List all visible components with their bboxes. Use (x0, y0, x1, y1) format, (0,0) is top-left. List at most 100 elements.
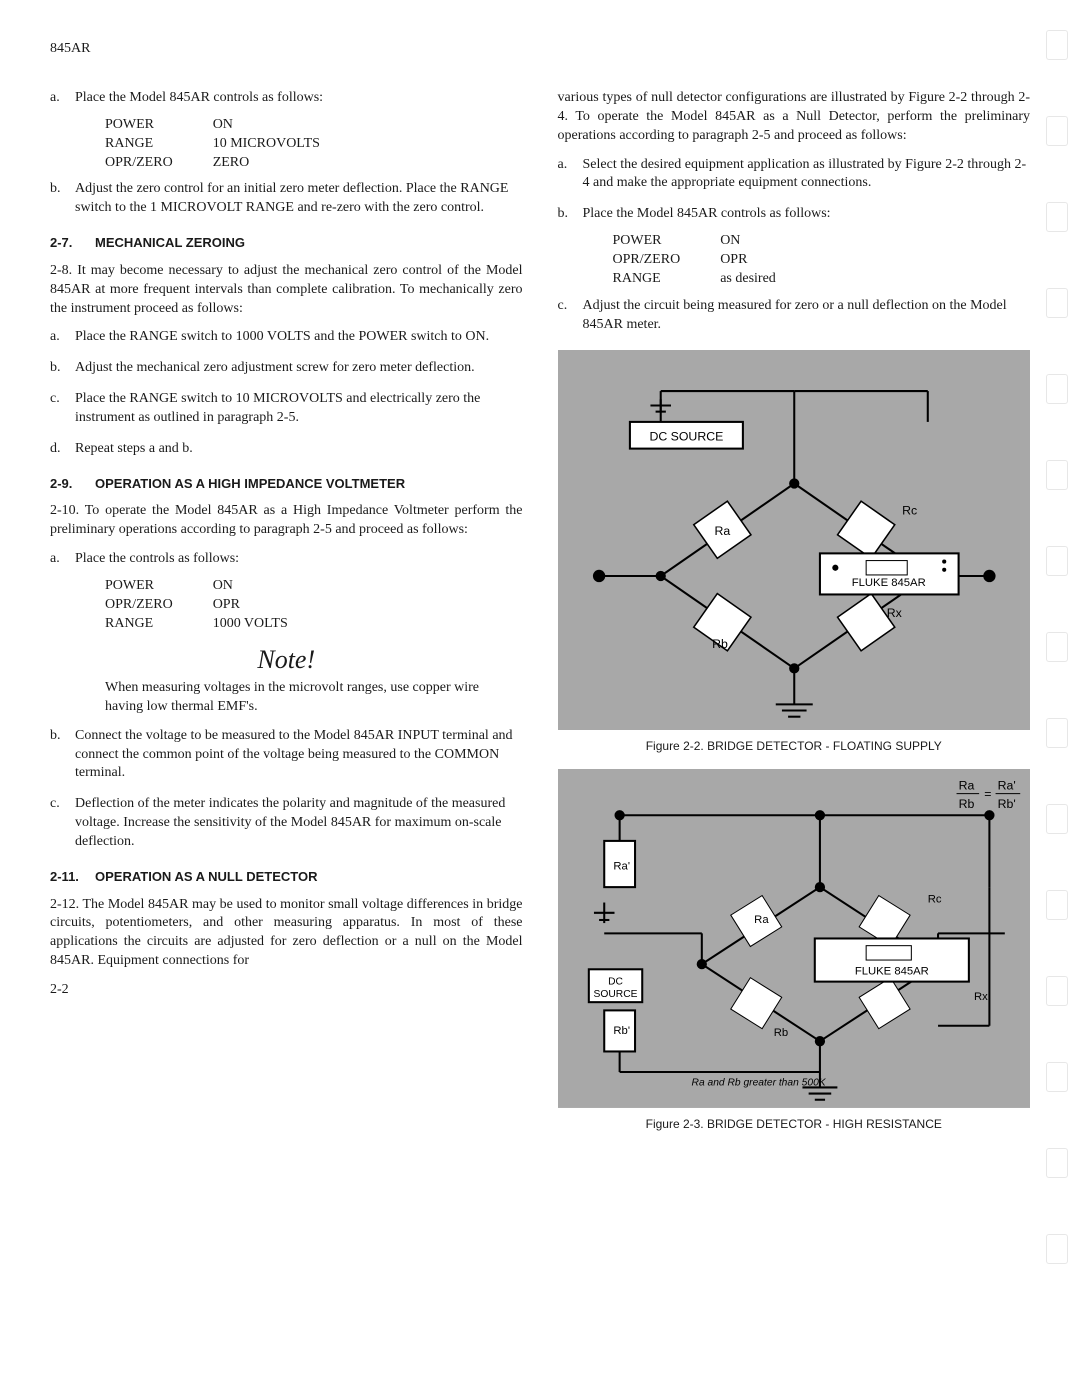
item-letter: a. (50, 89, 75, 108)
settings-value: ON (720, 232, 776, 251)
figure-caption: Figure 2-2. BRIDGE DETECTOR - FLOATING S… (558, 738, 1031, 754)
binding-marks (1046, 30, 1068, 1264)
header-model: 845AR (50, 40, 1030, 59)
list-item: b.Connect the voltage to be measured to … (50, 727, 523, 784)
diagram-svg: Ra' DC SOURCE Rb' Ra Rc Rb Rx FLUKE 845A… (558, 769, 1031, 1108)
list-item: a.Select the desired equipment applicati… (558, 156, 1031, 194)
list-item: a.Place the controls as follows: (50, 550, 523, 569)
item-letter: d. (50, 440, 75, 459)
list-item: c.Adjust the circuit being measured for … (558, 297, 1031, 335)
diagram-svg: DC SOURCE Ra Rc Rb Rx FLUKE 845AR (558, 350, 1031, 730)
settings-label: RANGE (105, 135, 213, 154)
paragraph: 2-10. To operate the Model 845AR as a Hi… (50, 502, 523, 540)
svg-text:Rb': Rb' (613, 1025, 630, 1037)
item-text: Place the Model 845AR controls as follow… (75, 89, 523, 108)
item-letter: b. (558, 205, 583, 224)
settings-value: ZERO (213, 154, 320, 173)
svg-text:Rb: Rb (773, 1027, 787, 1039)
list-item: c.Place the RANGE switch to 10 MICROVOLT… (50, 390, 523, 428)
settings-label: POWER (105, 116, 213, 135)
svg-text:Ra: Ra (714, 524, 730, 538)
heading-number: 2-7. (50, 234, 95, 252)
svg-text:Ra': Ra' (613, 861, 630, 873)
paragraph: 2-12. The Model 845AR may be used to mon… (50, 896, 523, 972)
figure-2-2: DC SOURCE Ra Rc Rb Rx FLUKE 845AR (558, 350, 1031, 754)
svg-text:Ra and Rb greater than 500K: Ra and Rb greater than 500K (691, 1077, 826, 1088)
svg-text:DC SOURCE: DC SOURCE (649, 429, 723, 443)
heading-title: OPERATION AS A NULL DETECTOR (95, 868, 317, 886)
item-text: Select the desired equipment application… (583, 156, 1031, 194)
right-column: various types of null detector configura… (558, 89, 1031, 1147)
settings-label: OPR/ZERO (105, 596, 213, 615)
item-letter: c. (558, 297, 583, 335)
heading-title: OPERATION AS A HIGH IMPEDANCE VOLTMETER (95, 475, 405, 493)
svg-text:Rb: Rb (712, 637, 728, 651)
paragraph: 2-8. It may become necessary to adjust t… (50, 262, 523, 319)
item-text: Deflection of the meter indicates the po… (75, 795, 523, 852)
settings-value: OPR (720, 251, 776, 270)
item-letter: c. (50, 795, 75, 852)
settings-label: POWER (613, 232, 721, 251)
item-text: Place the Model 845AR controls as follow… (583, 205, 1031, 224)
settings-table: POWERON RANGE10 MICROVOLTS OPR/ZEROZERO (105, 116, 320, 173)
item-text: Place the RANGE switch to 1000 VOLTS and… (75, 328, 523, 347)
svg-text:Rc: Rc (927, 893, 941, 905)
left-column: a. Place the Model 845AR controls as fol… (50, 89, 523, 1147)
settings-label: RANGE (105, 615, 213, 634)
item-text: Adjust the mechanical zero adjustment sc… (75, 359, 523, 378)
svg-text:Rb': Rb' (997, 797, 1015, 811)
svg-text:FLUKE 845AR: FLUKE 845AR (854, 965, 928, 977)
svg-text:DC: DC (608, 977, 623, 988)
settings-value: OPR (213, 596, 288, 615)
svg-text:Rb: Rb (958, 797, 974, 811)
section-heading: 2-7. MECHANICAL ZEROING (50, 234, 523, 252)
note-body: When measuring voltages in the microvolt… (105, 679, 493, 717)
item-letter: a. (50, 550, 75, 569)
settings-label: OPR/ZERO (105, 154, 213, 173)
item-letter: c. (50, 390, 75, 428)
settings-label: POWER (105, 577, 213, 596)
figure-caption: Figure 2-3. BRIDGE DETECTOR - HIGH RESIS… (558, 1116, 1031, 1132)
svg-text:Rx: Rx (973, 991, 987, 1003)
settings-label: OPR/ZERO (613, 251, 721, 270)
settings-value: as desired (720, 270, 776, 289)
item-letter: a. (558, 156, 583, 194)
heading-number: 2-11. (50, 868, 95, 886)
item-letter: a. (50, 328, 75, 347)
heading-title: MECHANICAL ZEROING (95, 234, 245, 252)
list-item: b.Adjust the mechanical zero adjustment … (50, 359, 523, 378)
settings-label: RANGE (613, 270, 721, 289)
item-text: Repeat steps a and b. (75, 440, 523, 459)
item-text: Connect the voltage to be measured to th… (75, 727, 523, 784)
settings-value: 10 MICROVOLTS (213, 135, 320, 154)
item-letter: b. (50, 727, 75, 784)
settings-table: POWERON OPR/ZEROOPR RANGE1000 VOLTS (105, 577, 288, 634)
figure-2-3: Ra' DC SOURCE Rb' Ra Rc Rb Rx FLUKE 845A… (558, 769, 1031, 1132)
section-heading: 2-9. OPERATION AS A HIGH IMPEDANCE VOLTM… (50, 475, 523, 493)
settings-value: 1000 VOLTS (213, 615, 288, 634)
svg-text:Ra': Ra' (997, 778, 1015, 792)
list-item: c.Deflection of the meter indicates the … (50, 795, 523, 852)
item-text: Adjust the circuit being measured for ze… (583, 297, 1031, 335)
svg-text:Ra: Ra (754, 914, 769, 926)
svg-text:Ra: Ra (958, 778, 974, 792)
list-item: a.Place the RANGE switch to 1000 VOLTS a… (50, 328, 523, 347)
list-item: b.Place the Model 845AR controls as foll… (558, 205, 1031, 224)
svg-text:=: = (984, 787, 991, 801)
list-item: d.Repeat steps a and b. (50, 440, 523, 459)
settings-value: ON (213, 116, 320, 135)
svg-text:Rc: Rc (902, 503, 917, 517)
section-heading: 2-11. OPERATION AS A NULL DETECTOR (50, 868, 523, 886)
item-text: Place the controls as follows: (75, 550, 523, 569)
list-item: b. Adjust the zero control for an initia… (50, 180, 523, 218)
page-number: 2-2 (50, 981, 523, 1000)
settings-table: POWERON OPR/ZEROOPR RANGEas desired (613, 232, 776, 289)
item-text: Adjust the zero control for an initial z… (75, 180, 523, 218)
note-title: Note! (50, 642, 523, 677)
svg-text:Rx: Rx (886, 606, 902, 620)
item-letter: b. (50, 180, 75, 218)
paragraph: various types of null detector configura… (558, 89, 1031, 146)
list-item: a. Place the Model 845AR controls as fol… (50, 89, 523, 108)
settings-value: ON (213, 577, 288, 596)
svg-text:FLUKE 845AR: FLUKE 845AR (851, 577, 925, 589)
